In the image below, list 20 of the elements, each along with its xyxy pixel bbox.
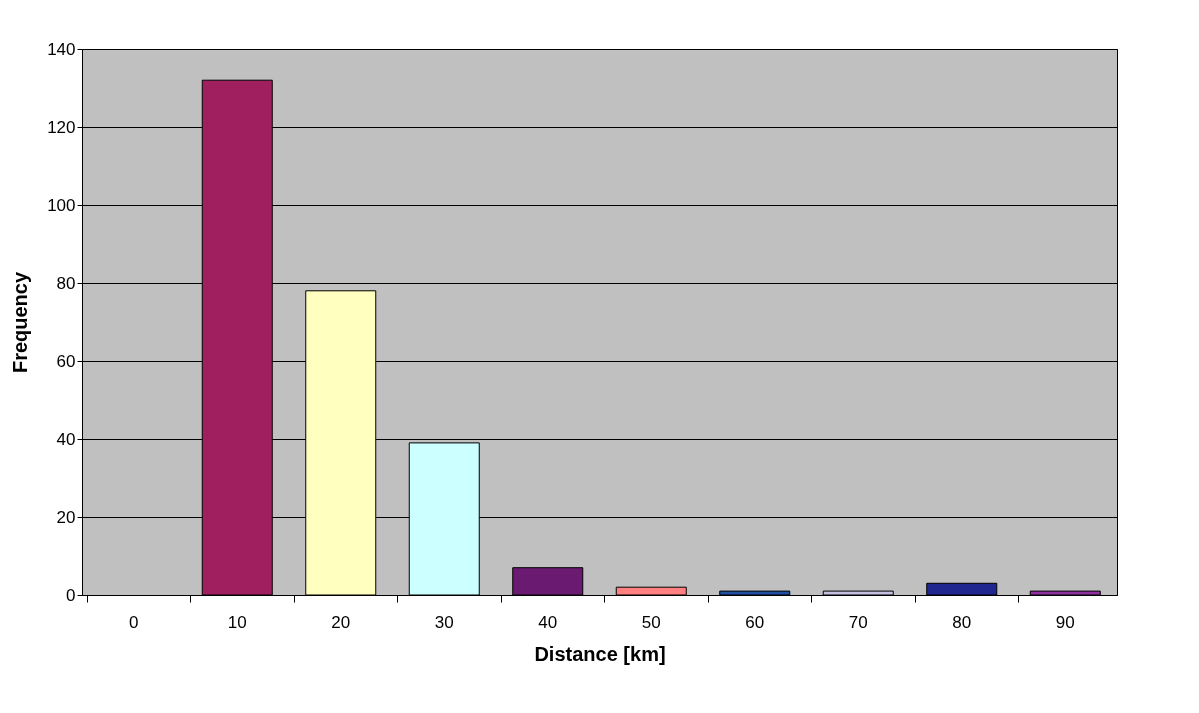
- x-tick-label: 20: [331, 612, 351, 632]
- x-tick-label: 40: [538, 612, 558, 632]
- x-tick-label: 60: [745, 612, 765, 632]
- x-tick-label: 10: [227, 612, 247, 632]
- x-tick-label: 50: [641, 612, 661, 632]
- x-tick-label: 80: [952, 612, 972, 632]
- y-tick-label: 20: [56, 507, 76, 527]
- x-tick-label: 90: [1055, 612, 1075, 632]
- y-tick-label: 140: [47, 39, 76, 59]
- y-tick-label: 80: [56, 273, 76, 293]
- y-tick-label: 0: [66, 585, 76, 605]
- y-tick-label: 120: [47, 117, 76, 137]
- x-tick-label: 0: [129, 612, 139, 632]
- y-tick-label: 40: [56, 429, 76, 449]
- x-axis-title: Distance [km]: [534, 642, 666, 665]
- x-tick-label: 30: [434, 612, 454, 632]
- y-tick-label: 60: [56, 351, 76, 371]
- y-tick-label: 100: [47, 195, 76, 215]
- y-axis-title: Frequency: [9, 271, 32, 374]
- x-tick-label: 70: [848, 612, 868, 632]
